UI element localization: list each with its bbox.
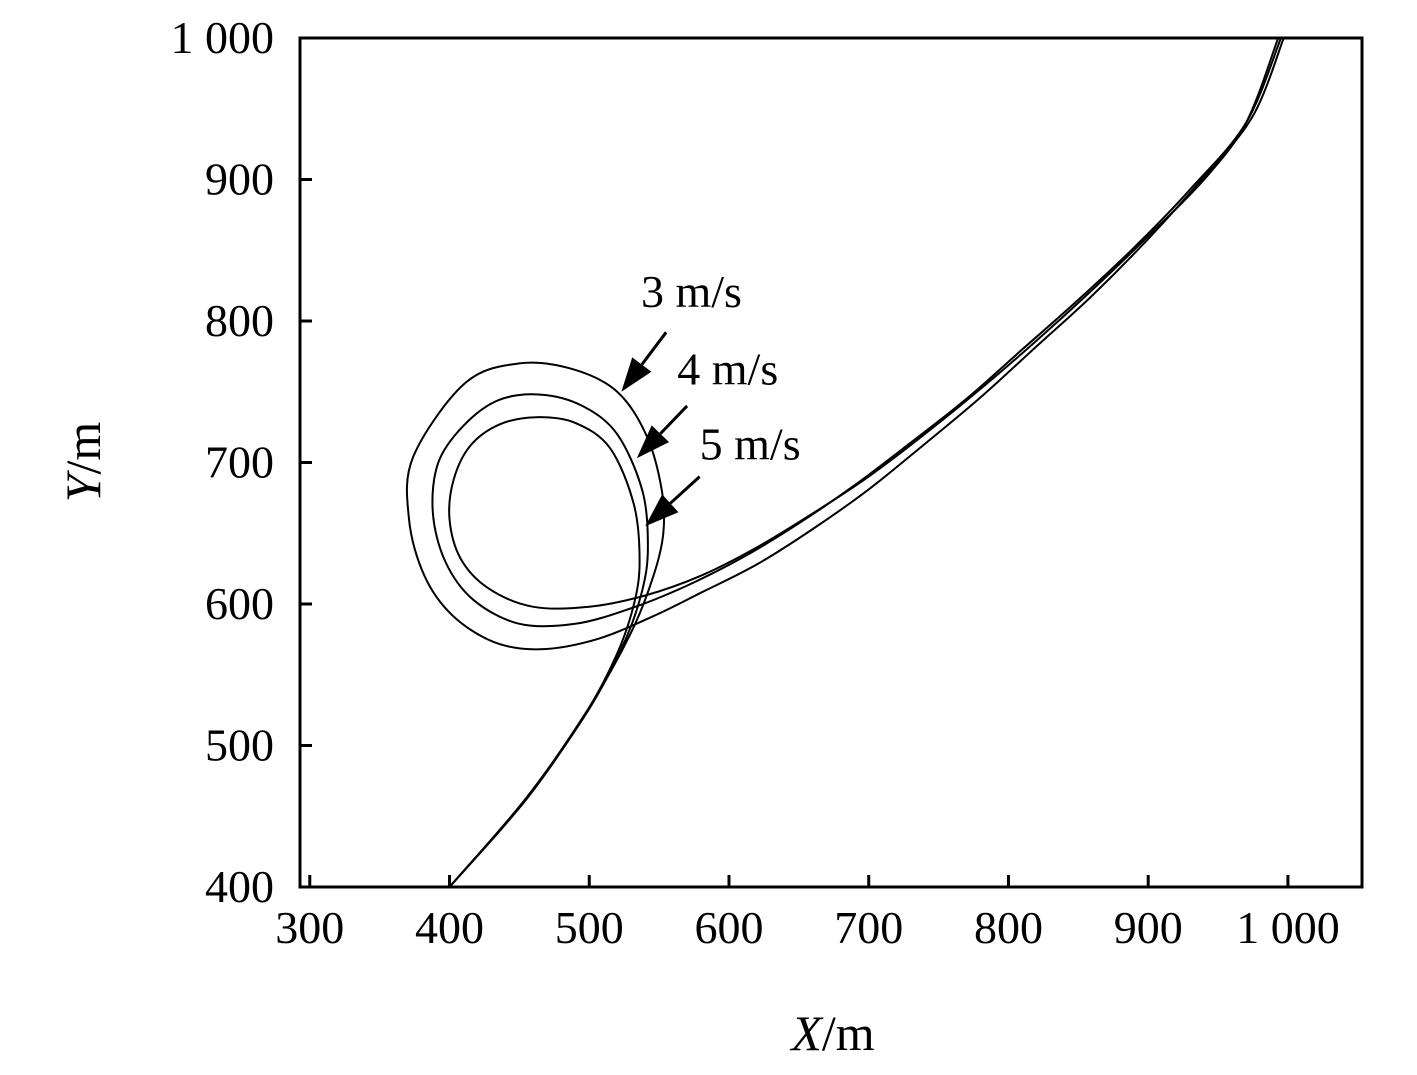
y-axis-var: Y xyxy=(55,469,111,502)
y-tick-label: 500 xyxy=(205,720,274,771)
x-tick-label: 800 xyxy=(974,902,1043,953)
annotation-arrow-shaft xyxy=(669,475,701,505)
series-layer xyxy=(405,38,1285,887)
x-tick-label: 500 xyxy=(555,902,624,953)
y-tick-label: 700 xyxy=(205,437,274,488)
annotation-label: 4 m/s xyxy=(677,344,778,395)
annotation-label: 3 m/s xyxy=(641,266,742,317)
series-line-5-ms xyxy=(448,38,1280,887)
plot-frame xyxy=(298,36,1364,889)
x-axis-unit: /m xyxy=(822,1005,875,1061)
series-line-4-ms xyxy=(431,38,1282,887)
annotation-arrow-shaft xyxy=(640,331,668,366)
x-tick-label: 900 xyxy=(1114,902,1183,953)
y-tick-label: 800 xyxy=(205,295,274,346)
y-tick-label: 400 xyxy=(205,861,274,912)
x-tick-label: 600 xyxy=(694,902,763,953)
x-tick-label: 700 xyxy=(834,902,903,953)
tick-layer: 300 400 500 600 700 800 900 1 00040050060070080… xyxy=(171,12,1340,953)
x-axis-label: X/m xyxy=(789,1005,874,1061)
annotation-arrow-shaft xyxy=(659,404,689,435)
annotation-arrow-head xyxy=(645,494,679,527)
x-tick-label: 400 xyxy=(415,902,484,953)
y-tick-label: 600 xyxy=(205,578,274,629)
annotation-layer: 3 m/s 4 m/s 5 m/s xyxy=(621,266,801,527)
y-tick-label: 1 000 xyxy=(171,12,275,63)
series-line-3-ms xyxy=(405,38,1285,887)
annotation-arrow-head xyxy=(621,357,652,392)
y-tick-label: 900 xyxy=(205,154,274,205)
x-tick-label: 300 xyxy=(275,902,344,953)
annotation-arrow-head xyxy=(636,425,669,459)
y-axis-unit: /m xyxy=(55,422,111,475)
annotation-label: 5 m/s xyxy=(700,419,801,470)
y-axis-label: Y/m xyxy=(55,422,111,503)
x-tick-label: 1 000 xyxy=(1236,902,1340,953)
x-axis-var: X xyxy=(789,1005,824,1061)
